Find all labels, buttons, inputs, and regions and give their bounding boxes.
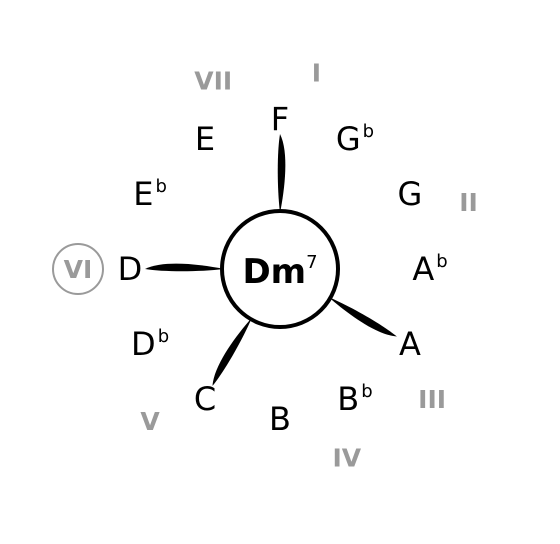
note-label: G: [398, 175, 423, 213]
note-name: D: [118, 250, 143, 288]
degree-label: III: [418, 385, 446, 414]
note-name: A: [399, 325, 421, 363]
degree-label: VI: [64, 255, 93, 284]
chord-root: Dm: [242, 252, 306, 292]
chord-tone-pointer: [212, 317, 252, 386]
center-circle: [220, 209, 340, 329]
note-label: C: [194, 380, 216, 418]
note-name: B: [269, 400, 291, 438]
note-label: B: [269, 400, 291, 438]
chord-label: Dm7: [242, 252, 317, 292]
note-accidental: b: [363, 121, 374, 142]
chord-extension: 7: [306, 252, 317, 273]
chord-tone-pointer: [277, 134, 286, 213]
note-name: D: [131, 325, 156, 363]
note-name: A: [412, 250, 434, 288]
pointer-group: [145, 134, 397, 386]
degree-label: II: [459, 188, 478, 217]
note-accidental: b: [158, 326, 169, 347]
note-name: E: [133, 175, 153, 213]
note-accidental: b: [361, 381, 372, 402]
chord-tone-pointer: [145, 263, 224, 272]
note-label: E: [195, 120, 215, 158]
degree-circle-marker: [52, 243, 104, 295]
note-name: G: [398, 175, 423, 213]
note-name: E: [195, 120, 215, 158]
note-name: B: [337, 380, 359, 418]
degree-label: IV: [332, 444, 361, 473]
note-label: F: [271, 100, 289, 138]
note-name: G: [336, 120, 361, 158]
degree-label: I: [312, 58, 321, 87]
note-accidental: b: [436, 251, 447, 272]
note-accidental: b: [155, 176, 166, 197]
degree-label: VII: [194, 67, 232, 96]
degree-label: V: [140, 407, 160, 436]
note-name: C: [194, 380, 216, 418]
chord-tone-pointer: [328, 297, 397, 337]
note-label: A: [399, 325, 421, 363]
note-label: D: [118, 250, 143, 288]
note-name: F: [271, 100, 289, 138]
